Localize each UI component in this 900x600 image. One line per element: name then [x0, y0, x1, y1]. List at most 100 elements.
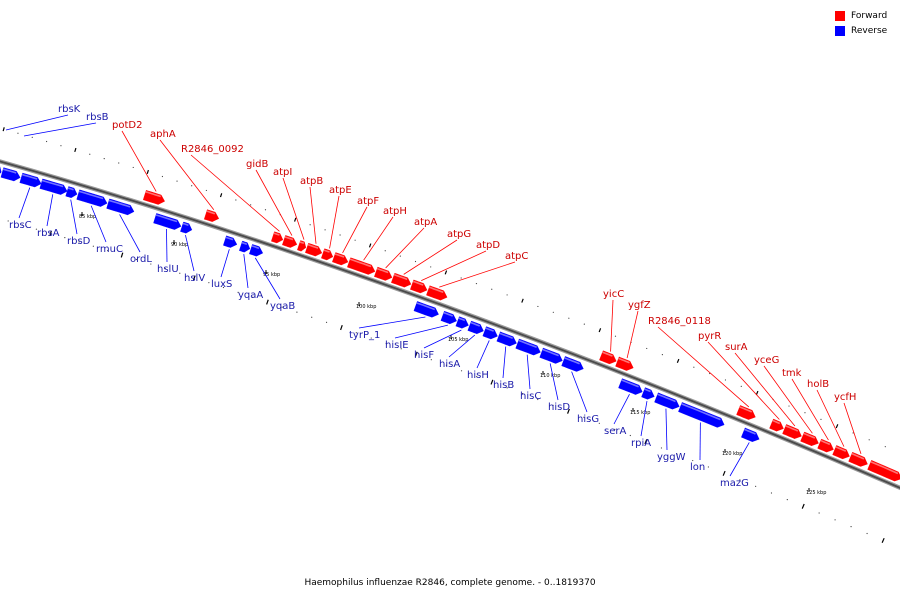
forward-gene-label: aphA	[150, 129, 176, 140]
forward-gene-leader	[363, 216, 394, 261]
reverse-gene-hisH-shine	[485, 327, 494, 332]
reverse-gene-rbsA-shine	[41, 179, 64, 188]
outer-dot	[132, 166, 134, 169]
forward-gene-atpB	[305, 242, 323, 257]
reverse-gene-ordL-shine	[108, 199, 131, 208]
forward-gene-ygfZ	[615, 356, 634, 371]
reverse-gene-leader	[665, 408, 668, 451]
reverse-gene-label: luxS	[211, 279, 232, 290]
reverse-gene-rbsB-shine	[3, 168, 17, 174]
forward-gene-R2846_0092	[271, 231, 284, 244]
reverse-gene-leader	[23, 122, 97, 137]
inner-dot	[222, 286, 225, 289]
reverse-gene-hisB-shine	[499, 332, 513, 339]
reverse-gene-mazG-shine	[744, 428, 756, 435]
scale-tick-label: 100 kbp	[356, 304, 376, 310]
reverse-gene-rbsB	[0, 167, 21, 182]
forward-gene-label: ygfZ	[628, 300, 651, 311]
legend-swatch-reverse	[835, 25, 845, 36]
inner-dot	[385, 342, 387, 344]
legend-label-forward: Forward	[851, 10, 888, 21]
reverse-gene-label: tyrP_1	[349, 330, 380, 341]
reverse-gene-label: hslV	[184, 273, 205, 284]
forward-gene-label: gidB	[246, 159, 268, 170]
reverse-gene-leader	[613, 394, 630, 425]
outer-tick	[521, 298, 524, 303]
forward-gene-leader	[421, 250, 487, 282]
reverse-gene-rmuC	[76, 189, 108, 207]
reverse-gene-leader	[448, 334, 476, 358]
forward-gene-gidB	[282, 235, 298, 248]
outer-dot	[709, 372, 711, 375]
outer-dot	[568, 317, 570, 319]
outer-dot	[506, 294, 508, 296]
inner-dot	[707, 466, 709, 468]
forward-gene-leader	[309, 186, 317, 244]
forward-gene-label: atpG	[447, 229, 471, 240]
forward-gene-holB-shine	[835, 446, 847, 452]
forward-gene-atpD-shine	[412, 280, 424, 286]
scale-tick-label: 115 kbp	[630, 410, 650, 416]
reverse-gene-luxS-shine	[225, 236, 234, 241]
inner-dot	[739, 479, 741, 481]
forward-gene-label: R2846_0092	[181, 144, 244, 155]
reverse-gene-leader	[254, 257, 281, 300]
forward-gene-yceG	[800, 431, 819, 447]
forward-gene-label: R2846_0118	[648, 316, 711, 327]
outer-dot	[852, 432, 854, 434]
reverse-gene-label: hisD	[548, 402, 570, 413]
inner-dot	[629, 434, 631, 437]
reverse-gene-leader	[502, 346, 507, 379]
legend-item-reverse: Reverse	[835, 23, 887, 38]
forward-gene-holB	[832, 445, 850, 460]
reverse-gene-label: rmuC	[96, 244, 123, 255]
reverse-gene-leader	[358, 316, 426, 329]
inner-dot	[770, 492, 773, 494]
reverse-gene-label: lon	[690, 462, 705, 473]
reverse-gene-rmuC-shine	[78, 190, 104, 200]
inner-dot	[92, 245, 94, 247]
reverse-gene-yggW-shine	[657, 393, 676, 403]
forward-gene-label: atpF	[357, 196, 379, 207]
reverse-gene-yggW	[654, 392, 680, 410]
outer-tick	[368, 243, 372, 248]
legend-swatch-forward	[835, 10, 845, 21]
forward-gene-label: yicC	[603, 289, 624, 300]
reverse-gene-label: rbsC	[9, 220, 32, 231]
outer-tick	[598, 328, 602, 333]
forward-gene-leader	[255, 169, 293, 236]
outer-dot	[491, 288, 493, 290]
outer-dot	[31, 136, 33, 138]
reverse-gene-tyrP_1-shine	[416, 302, 435, 311]
forward-gene-leader	[403, 239, 458, 275]
outer-dot	[552, 311, 554, 313]
inner-tick	[567, 408, 570, 414]
outer-dot	[868, 439, 870, 441]
inner-dot	[537, 398, 539, 401]
scale-tick-label: 105 kbp	[448, 337, 468, 343]
outer-dot	[430, 266, 432, 268]
reverse-gene-hisB	[496, 331, 517, 347]
reverse-gene-leader	[476, 340, 490, 369]
forward-gene-potD2-shine	[145, 191, 161, 198]
forward-gene-leader	[791, 378, 829, 441]
reverse-gene-hslU	[153, 213, 182, 230]
reverse-gene-hisG-shine	[564, 357, 580, 365]
inner-dot	[786, 499, 788, 501]
reverse-gene-leader	[70, 199, 78, 235]
reverse-gene-label: rbsB	[86, 112, 109, 123]
forward-gene-atpC-shine	[428, 286, 444, 293]
outer-dot	[339, 234, 341, 236]
outer-dot	[820, 418, 822, 420]
inner-tick	[340, 324, 343, 331]
outer-dot	[693, 366, 695, 368]
reverse-gene-label: hisA	[439, 359, 460, 370]
outer-dot	[60, 145, 62, 147]
forward-gene-surA-shine	[785, 425, 799, 432]
reverse-gene-hisA	[467, 320, 484, 335]
inner-dot	[107, 249, 109, 252]
reverse-gene-hisD	[539, 347, 563, 364]
inner-dot	[660, 447, 663, 449]
reverse-gene-hisIE	[440, 310, 457, 325]
scale-tick-label: 120 kbp	[722, 451, 742, 457]
